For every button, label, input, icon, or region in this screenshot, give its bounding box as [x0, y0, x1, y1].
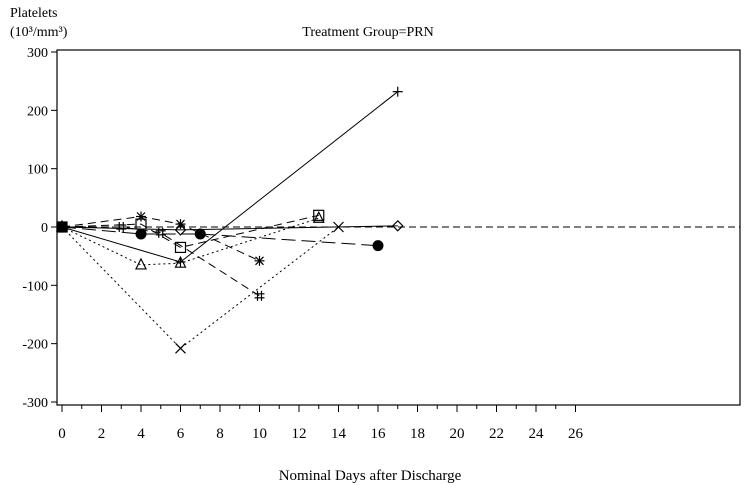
- y-axis-label-line2: (10³/mm³): [10, 25, 68, 40]
- marker-x: [175, 342, 186, 354]
- origin-marker: [57, 222, 67, 232]
- marker-diamond: [174, 224, 187, 236]
- y-tick-label: 100: [27, 163, 48, 178]
- marker-diamond: [391, 219, 404, 232]
- series-line-diamond: [61, 225, 398, 231]
- marker-square: [135, 218, 147, 230]
- marker-plus: [175, 256, 186, 267]
- marker-star: [254, 255, 265, 266]
- y-tick-label: -100: [22, 279, 48, 294]
- x-tick-label: 0: [58, 426, 66, 442]
- x-tick-label: 22: [489, 426, 504, 442]
- series-line-triangle: [61, 217, 319, 266]
- marker-triangle: [174, 255, 187, 268]
- x-tick-label: 20: [450, 426, 465, 442]
- x-tick-label: 6: [177, 426, 185, 442]
- y-tick-label: -300: [22, 396, 48, 411]
- x-tick-label: 16: [371, 426, 387, 442]
- y-tick-label: -200: [22, 338, 48, 353]
- marker-plus: [392, 86, 403, 97]
- marker-square: [313, 209, 325, 221]
- x-tick-label: 4: [137, 426, 145, 442]
- marker-square: [174, 241, 187, 254]
- series-line-x: [61, 226, 339, 349]
- x-tick-label: 2: [98, 426, 106, 442]
- marker-circle: [372, 240, 384, 252]
- x-tick-label: 14: [331, 426, 347, 442]
- marker-triangle: [135, 257, 147, 270]
- x-tick-label: 8: [216, 426, 224, 442]
- y-tick-label: 300: [27, 46, 48, 61]
- x-tick-label: 10: [252, 426, 267, 442]
- y-tick-label: 200: [27, 104, 48, 119]
- marker-hash: [116, 222, 127, 232]
- series-line-star: [61, 215, 260, 262]
- series-line-hash: [62, 226, 260, 297]
- marker-circle: [135, 228, 147, 240]
- marker-hash: [155, 227, 166, 238]
- series-line-square: [61, 214, 319, 248]
- y-tick-label: 0: [41, 221, 48, 236]
- marker-hash: [254, 290, 265, 301]
- marker-x: [333, 221, 344, 233]
- x-tick-label: 26: [568, 426, 584, 442]
- x-tick-label: 18: [410, 426, 425, 442]
- marker-triangle: [312, 210, 325, 223]
- y-axis-label-line1: Platelets: [10, 6, 57, 21]
- x-axis-label: Nominal Days after Discharge: [279, 468, 462, 484]
- marker-circle: [194, 228, 206, 240]
- series-line-circle: [61, 226, 379, 247]
- chart-title: Treatment Group=PRN: [302, 25, 433, 40]
- x-tick-label: 24: [529, 426, 545, 442]
- x-tick-label: 12: [292, 426, 307, 442]
- marker-star: [136, 211, 146, 222]
